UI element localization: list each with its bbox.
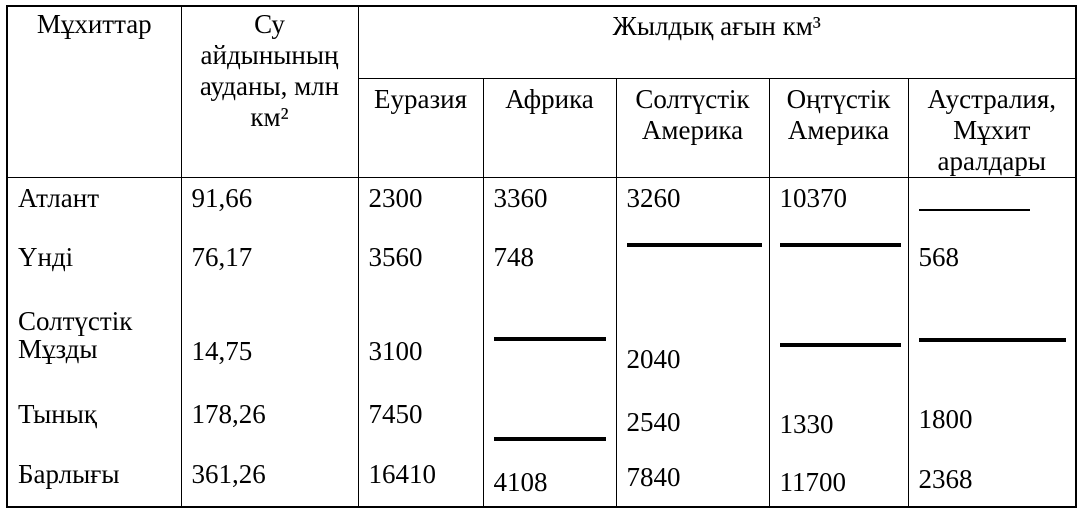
ocean-name: Солтүстік Мұзды xyxy=(6,301,182,395)
header-continent-5: Аустралия, Мұхит аралдары xyxy=(907,77,1077,178)
ocean-name: Үнді xyxy=(6,237,182,301)
header-row-top: Мұхиттар Су айдынының ауданы, млн км² Жы… xyxy=(6,5,1077,178)
header-continent-3: Солтүстік Америка xyxy=(615,77,770,178)
table-row-3: Тынық 178,26 7450 2540 1330 1800 xyxy=(6,395,1077,457)
blank-line xyxy=(493,437,606,441)
header-continent-2: Африка xyxy=(482,77,617,178)
flow-value: 7450 xyxy=(357,395,484,457)
flow-value: 2540 xyxy=(615,395,770,457)
table-row-0: Атлант 91,66 2300 3360 3260 10370 xyxy=(6,177,1077,237)
ocean-name: Атлант xyxy=(6,177,182,237)
flow-value: 16410 xyxy=(357,457,484,507)
ocean-name: Тынық xyxy=(6,395,182,457)
flow-value: 3100 xyxy=(357,301,484,395)
flow-value: 2368 xyxy=(907,457,1077,507)
flow-value: 568 xyxy=(907,237,1077,301)
water-area-value: 91,66 xyxy=(180,177,359,237)
header-annual-flow: Жылдық ағын км³ xyxy=(357,5,1077,79)
blank-line xyxy=(779,243,901,247)
table-header: Мұхиттар Су айдынының ауданы, млн км² Жы… xyxy=(6,5,1077,178)
flow-value: 3360 xyxy=(482,177,617,237)
header-water-area: Су айдынының ауданы, млн км² xyxy=(180,5,359,178)
flow-value: 4108 xyxy=(482,457,617,507)
flow-value: 2040 xyxy=(615,301,770,395)
blank-answer-cell xyxy=(482,395,617,457)
table-body: Атлант 91,66 2300 3360 3260 10370 Үнді 76,17 356… xyxy=(6,177,1077,507)
oceans-annual-flow-table: Мұхиттар Су айдынының ауданы, млн км² Жы… xyxy=(6,5,1078,508)
blank-answer-cell xyxy=(768,237,909,301)
blank-answer-cell xyxy=(907,177,1077,237)
flow-value: 1800 xyxy=(907,395,1077,457)
flow-value: 10370 xyxy=(768,177,909,237)
blank-line xyxy=(918,208,1030,211)
water-area-value: 178,26 xyxy=(180,395,359,457)
header-continent-1: Еуразия xyxy=(357,77,484,178)
flow-value: 3260 xyxy=(615,177,770,237)
blank-answer-cell xyxy=(907,301,1077,395)
blank-line xyxy=(779,343,901,347)
flow-value: 7840 xyxy=(615,457,770,507)
table-row-4: Барлығы 361,26 16410 4108 7840 11700 2368 xyxy=(6,457,1077,507)
blank-answer-cell xyxy=(615,237,770,301)
table-row-2: Солтүстік Мұзды 14,75 3100 2040 xyxy=(6,301,1077,395)
blank-line xyxy=(493,337,606,341)
water-area-value: 361,26 xyxy=(180,457,359,507)
flow-value: 3560 xyxy=(357,237,484,301)
header-continent-4: Оңтүстік Америка xyxy=(768,77,909,178)
table-row-1: Үнді 76,17 3560 748 568 xyxy=(6,237,1077,301)
blank-answer-cell xyxy=(482,301,617,395)
flow-value: 11700 xyxy=(768,457,909,507)
header-row-continents: Еуразия Африка Солтүстік Америка Оңтүстік А… xyxy=(7,77,1077,178)
header-oceans: Мұхиттар xyxy=(6,5,182,178)
blank-line xyxy=(918,338,1066,342)
water-area-value: 76,17 xyxy=(180,237,359,301)
flow-value: 748 xyxy=(482,237,617,301)
blank-answer-cell xyxy=(768,301,909,395)
flow-value: 2300 xyxy=(357,177,484,237)
ocean-name: Барлығы xyxy=(6,457,182,507)
blank-line xyxy=(626,243,762,247)
flow-value: 1330 xyxy=(768,395,909,457)
water-area-value: 14,75 xyxy=(180,301,359,395)
